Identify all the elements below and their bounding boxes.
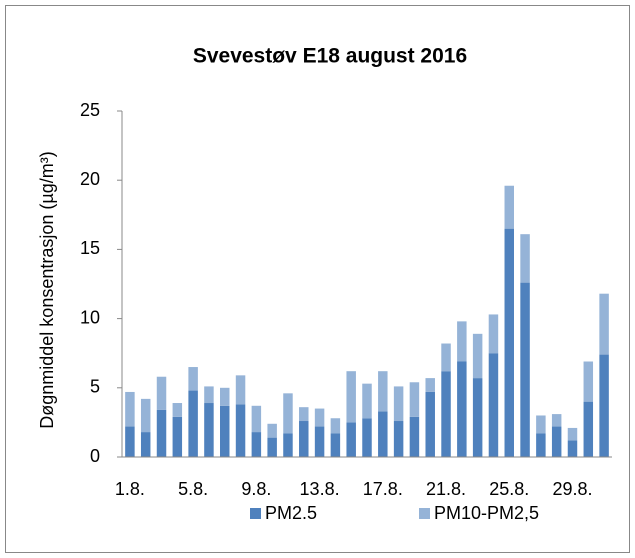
- legend-label: PM10-PM2,5: [434, 503, 539, 523]
- y-tick-label: 25: [80, 100, 100, 120]
- y-tick-label: 10: [80, 307, 100, 327]
- bar-segment: [125, 426, 135, 457]
- legend-label: PM2.5: [265, 503, 317, 523]
- bar-segment: [520, 234, 530, 283]
- bar-segment: [362, 418, 372, 457]
- bar-segment: [330, 433, 341, 457]
- bar-segment: [457, 361, 467, 457]
- bar-segment: [504, 228, 514, 457]
- bar-segment: [583, 401, 594, 457]
- x-tick-label: 25.8.: [489, 479, 529, 499]
- x-tick-label: 1.8.: [115, 479, 145, 499]
- bar-segment: [251, 432, 262, 457]
- bar-segment: [330, 418, 341, 434]
- y-tick-label: 0: [90, 446, 100, 466]
- bar-segment: [267, 437, 277, 457]
- bar-segment: [425, 378, 435, 392]
- x-tick-label: 13.8.: [300, 479, 340, 499]
- x-tick-label: 29.8.: [552, 479, 592, 499]
- bar-segment: [283, 393, 293, 434]
- y-tick-label: 5: [90, 377, 100, 397]
- bar-segment: [488, 353, 499, 457]
- x-tick-label: 17.8.: [363, 479, 403, 499]
- bar-segment: [251, 405, 262, 433]
- bar-segment: [472, 378, 483, 457]
- bar-segment: [536, 433, 546, 457]
- bar-segment: [425, 391, 435, 457]
- bar-segment: [599, 354, 609, 457]
- bar-segment: [457, 321, 467, 362]
- bar-segment: [299, 407, 309, 422]
- y-tick-label: 15: [80, 238, 100, 258]
- bar-segment: [520, 282, 530, 457]
- bar-segment: [235, 375, 246, 405]
- bar-segment: [441, 371, 451, 457]
- bar-segment: [441, 343, 451, 372]
- x-tick-label: 9.8.: [241, 479, 271, 499]
- bar-segment: [188, 390, 198, 457]
- bar-segment: [551, 414, 562, 427]
- bar-segment: [378, 411, 388, 457]
- bar-segment: [346, 371, 356, 423]
- bar-segment: [220, 387, 230, 406]
- chart-title: Svevestøv E18 august 2016: [193, 45, 467, 68]
- bar-segment: [599, 293, 609, 355]
- bar-segment: [220, 405, 230, 457]
- y-tick-label: 20: [80, 169, 100, 189]
- bar-segment: [188, 367, 198, 391]
- legend-swatch: [250, 508, 261, 519]
- bar-segment: [125, 391, 135, 427]
- bar-segment: [551, 426, 562, 457]
- bar-segment: [299, 421, 309, 457]
- x-tick-label: 5.8.: [178, 479, 208, 499]
- bar-segment: [140, 398, 151, 433]
- bar-segment: [378, 371, 388, 412]
- bar-segment: [346, 422, 356, 457]
- bar-segment: [156, 376, 167, 410]
- bar-segment: [140, 432, 151, 457]
- bar-segment: [235, 404, 246, 457]
- bar-segment: [488, 314, 499, 354]
- bar-segment: [504, 185, 514, 229]
- bar-segment: [583, 361, 594, 402]
- bar-segment: [409, 382, 420, 417]
- bar-segment: [472, 333, 483, 379]
- bar-segment: [204, 403, 214, 457]
- chart-border: [5, 5, 630, 553]
- y-axis-label: Døgnmiddel konsentrasjon (µg/m³): [37, 151, 57, 428]
- bar-segment: [393, 386, 404, 422]
- bar-segment: [204, 386, 214, 404]
- bar-segment: [283, 433, 293, 457]
- legend-swatch: [419, 508, 430, 519]
- bar-segment: [567, 427, 578, 441]
- bar-segment: [172, 403, 183, 417]
- bar-segment: [362, 383, 372, 419]
- x-tick-label: 21.8.: [426, 479, 466, 499]
- bar-segment: [267, 423, 277, 438]
- bar-segment: [172, 416, 183, 457]
- bar-segment: [393, 421, 404, 457]
- bar-segment: [409, 416, 420, 457]
- bar-segment: [156, 409, 167, 457]
- bar-segment: [536, 415, 546, 434]
- bar-segment: [314, 426, 325, 457]
- bar-segment: [567, 440, 578, 457]
- bar-segment: [314, 408, 325, 427]
